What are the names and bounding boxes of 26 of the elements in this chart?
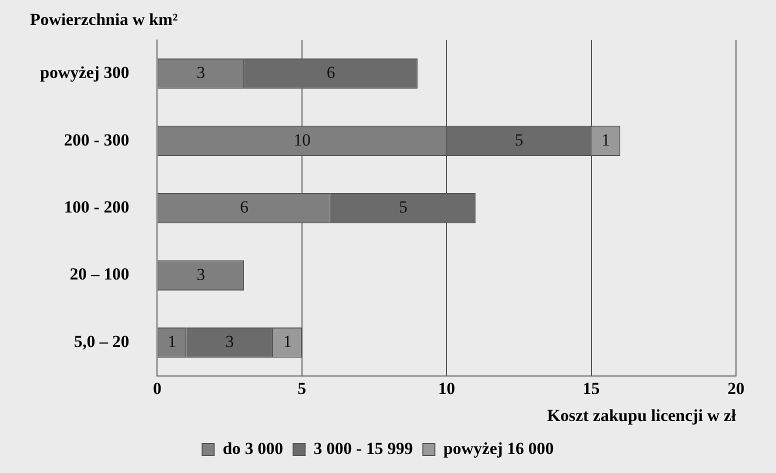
legend-label: do 3 000 <box>222 438 284 458</box>
data-label: 3 <box>196 63 206 82</box>
data-label: 1 <box>602 130 610 150</box>
legend-label: powyżej 16 000 <box>443 438 554 458</box>
x-tick-label: 0 <box>152 378 162 398</box>
data-label: 5 <box>398 198 408 217</box>
legend-label: 3 000 - 15 999 <box>314 438 413 458</box>
y-tick-label: 100 - 200 <box>64 197 130 216</box>
y-tick-label: 5,0 – 20 <box>74 332 130 351</box>
data-label: 1 <box>168 332 176 352</box>
y-axis-title: Powierzchnia w km² <box>30 10 178 29</box>
x-tick-label: 5 <box>298 378 306 398</box>
data-label: 10 <box>294 130 311 150</box>
y-tick-label: 20 – 100 <box>70 264 130 284</box>
x-tick-label: 10 <box>438 378 456 398</box>
data-label: 3 <box>196 264 206 284</box>
y-tick-label: powyżej 300 <box>40 63 130 82</box>
x-tick-label: 20 <box>728 378 744 398</box>
data-label: 5 <box>514 130 524 150</box>
x-tick-label: 15 <box>582 378 600 398</box>
y-tick-label: 200 - 300 <box>64 130 130 150</box>
data-label: 6 <box>326 63 336 82</box>
x-axis-title: Koszt zakupu licencji w zł <box>547 406 736 426</box>
data-label: 3 <box>225 332 234 352</box>
data-label: 6 <box>240 198 249 217</box>
data-label: 1 <box>283 332 292 352</box>
